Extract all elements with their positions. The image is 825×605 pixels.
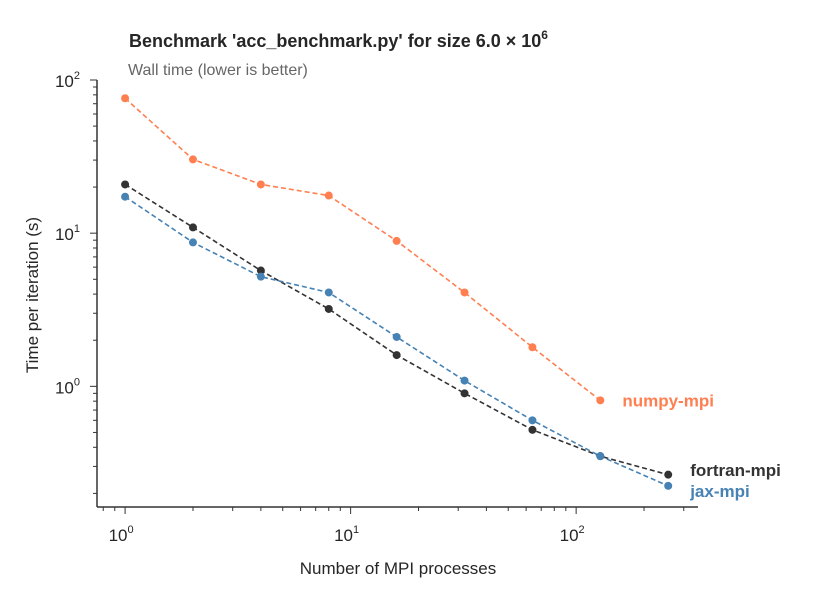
data-point-fortran-mpi — [460, 389, 469, 398]
data-point-jax-mpi — [256, 272, 265, 281]
chart-title: Benchmark 'acc_benchmark.py' for size 6.… — [129, 28, 548, 51]
x-axis-label: Number of MPI processes — [300, 559, 497, 578]
data-point-fortran-mpi — [664, 470, 673, 479]
data-point-fortran-mpi — [256, 266, 265, 275]
data-point-jax-mpi — [460, 376, 469, 385]
series-label-jax-mpi: jax-mpi — [689, 482, 750, 501]
y-axis-label: Time per iteration (s) — [23, 217, 42, 373]
data-point-jax-mpi — [664, 481, 673, 490]
title-exponent: 6 — [541, 28, 548, 42]
x-tick-label: 102 — [560, 524, 585, 545]
y-tick-label: 101 — [55, 223, 80, 244]
data-point-numpy-mpi — [392, 236, 401, 245]
data-point-jax-mpi — [121, 192, 130, 201]
data-point-numpy-mpi — [528, 343, 537, 352]
y-tick-label: 102 — [55, 70, 80, 91]
y-tick-label: 100 — [55, 376, 80, 397]
data-point-numpy-mpi — [324, 191, 333, 200]
data-point-numpy-mpi — [188, 155, 197, 164]
data-point-fortran-mpi — [121, 180, 130, 189]
data-point-numpy-mpi — [121, 94, 130, 103]
data-point-jax-mpi — [188, 238, 197, 247]
series-line-numpy-mpi — [124, 97, 601, 402]
data-point-fortran-mpi — [188, 223, 197, 232]
data-point-numpy-mpi — [596, 396, 605, 405]
x-tick-label: 100 — [109, 524, 134, 545]
data-point-fortran-mpi — [392, 351, 401, 360]
series-label-fortran-mpi: fortran-mpi — [690, 461, 781, 480]
data-point-jax-mpi — [528, 416, 537, 425]
series-label-numpy-mpi: numpy-mpi — [622, 391, 714, 410]
series-line-fortran-mpi — [124, 183, 669, 476]
x-tick-label: 101 — [334, 524, 359, 545]
data-point-jax-mpi — [392, 332, 401, 341]
data-point-jax-mpi — [324, 288, 333, 297]
data-point-fortran-mpi — [324, 304, 333, 313]
data-point-jax-mpi — [596, 452, 605, 461]
chart-subtitle: Wall time (lower is better) — [128, 62, 308, 79]
data-point-fortran-mpi — [528, 425, 537, 434]
data-point-numpy-mpi — [460, 288, 469, 297]
data-point-numpy-mpi — [256, 180, 265, 189]
